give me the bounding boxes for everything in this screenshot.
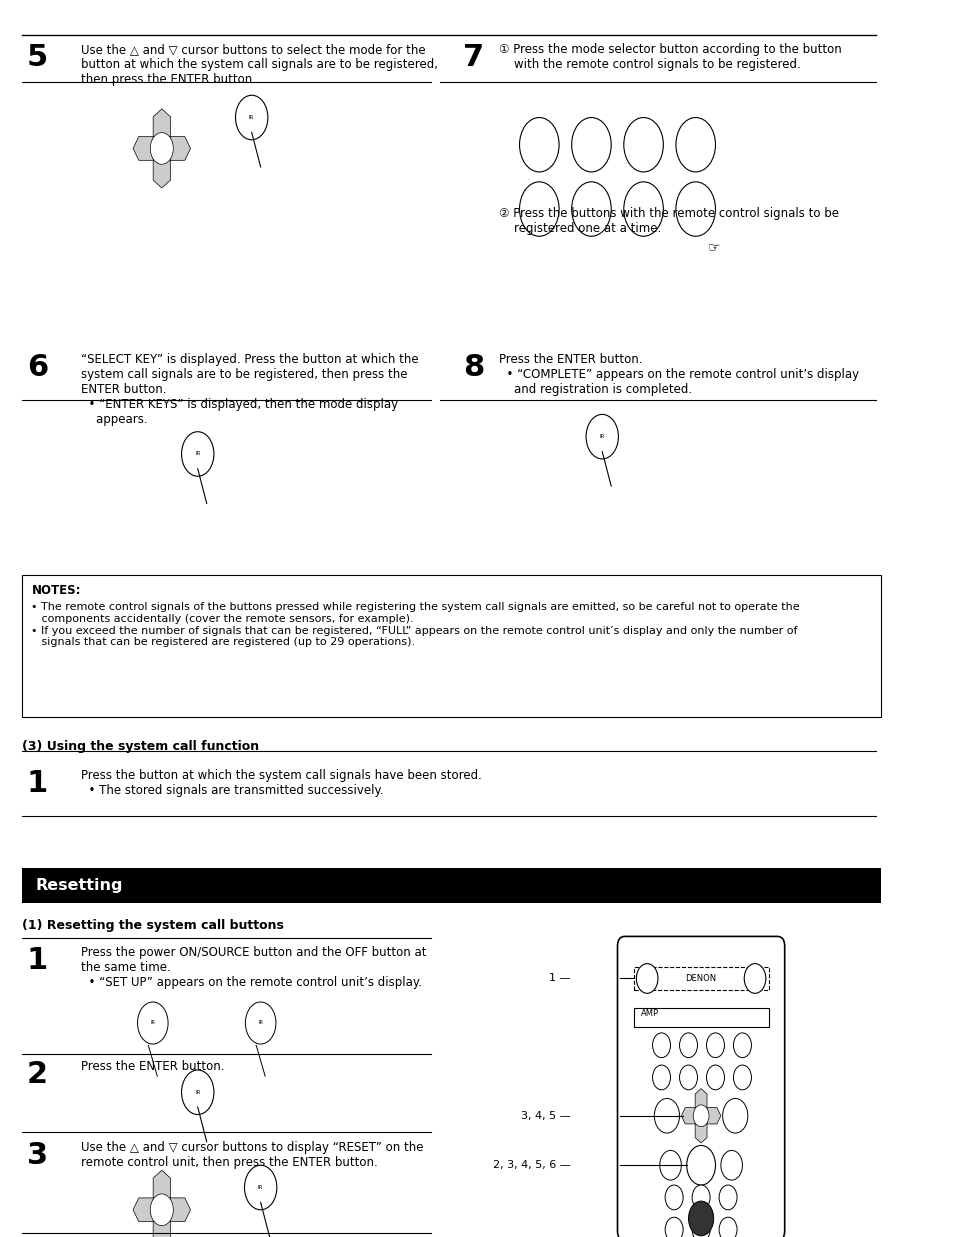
Circle shape bbox=[664, 1185, 682, 1210]
Text: (3) Using the system call function: (3) Using the system call function bbox=[23, 740, 259, 753]
Text: 1: 1 bbox=[27, 769, 49, 798]
FancyArrow shape bbox=[695, 1124, 706, 1143]
Circle shape bbox=[688, 1201, 713, 1236]
FancyArrow shape bbox=[695, 1089, 706, 1107]
Circle shape bbox=[664, 1217, 682, 1237]
Text: 8: 8 bbox=[462, 353, 484, 381]
Text: Press the button at which the system call signals have been stored.
  • The stor: Press the button at which the system cal… bbox=[81, 769, 481, 798]
Text: ② Press the buttons with the remote control signals to be
    registered one at : ② Press the buttons with the remote cont… bbox=[498, 207, 838, 235]
Text: Press the ENTER button.
  • “COMPLETE” appears on the remote control unit’s disp: Press the ENTER button. • “COMPLETE” app… bbox=[498, 353, 858, 396]
Text: NOTES:: NOTES: bbox=[31, 584, 81, 597]
Text: (1) Resetting the system call buttons: (1) Resetting the system call buttons bbox=[23, 919, 284, 933]
Circle shape bbox=[743, 964, 765, 993]
Text: Press the ENTER button.: Press the ENTER button. bbox=[81, 1060, 224, 1074]
FancyBboxPatch shape bbox=[23, 575, 880, 717]
Circle shape bbox=[733, 1065, 751, 1090]
Circle shape bbox=[706, 1033, 723, 1058]
Text: Resetting: Resetting bbox=[36, 878, 123, 893]
Text: 1 —: 1 — bbox=[549, 974, 570, 983]
Circle shape bbox=[686, 1145, 715, 1185]
Text: AMP: AMP bbox=[640, 1008, 659, 1018]
FancyArrow shape bbox=[171, 1197, 191, 1222]
Circle shape bbox=[151, 132, 173, 165]
Text: 3, 4, 5 —: 3, 4, 5 — bbox=[520, 1111, 570, 1121]
Text: IR: IR bbox=[249, 115, 254, 120]
Text: ① Press the mode selector button according to the button
    with the remote con: ① Press the mode selector button accordi… bbox=[498, 43, 841, 72]
Text: 3: 3 bbox=[27, 1141, 48, 1169]
FancyArrow shape bbox=[132, 136, 153, 161]
Circle shape bbox=[654, 1098, 679, 1133]
Text: IR: IR bbox=[598, 434, 604, 439]
Circle shape bbox=[636, 964, 658, 993]
Text: • The remote control signals of the buttons pressed while registering the system: • The remote control signals of the butt… bbox=[31, 602, 800, 647]
FancyArrow shape bbox=[153, 109, 171, 136]
Text: IR: IR bbox=[194, 1090, 200, 1095]
Text: IR: IR bbox=[258, 1021, 263, 1025]
FancyBboxPatch shape bbox=[617, 936, 784, 1237]
Text: “SELECT KEY” is displayed. Press the button at which the
system call signals are: “SELECT KEY” is displayed. Press the but… bbox=[81, 353, 418, 426]
Text: IR: IR bbox=[194, 452, 200, 456]
Circle shape bbox=[719, 1185, 737, 1210]
Text: Press the power ON/SOURCE button and the OFF button at
the same time.
  • “SET U: Press the power ON/SOURCE button and the… bbox=[81, 946, 426, 990]
FancyArrow shape bbox=[132, 1197, 153, 1222]
FancyArrow shape bbox=[153, 161, 171, 188]
Text: 2: 2 bbox=[27, 1060, 48, 1089]
Circle shape bbox=[659, 1150, 680, 1180]
Text: 1: 1 bbox=[27, 946, 49, 975]
Text: ☞: ☞ bbox=[707, 240, 720, 254]
Circle shape bbox=[722, 1098, 747, 1133]
FancyArrow shape bbox=[153, 1222, 171, 1237]
FancyBboxPatch shape bbox=[23, 868, 880, 903]
FancyArrow shape bbox=[706, 1107, 720, 1124]
Text: IR: IR bbox=[257, 1185, 263, 1190]
FancyBboxPatch shape bbox=[633, 1008, 768, 1027]
Text: IR: IR bbox=[151, 1021, 155, 1025]
FancyArrow shape bbox=[153, 1170, 171, 1197]
Text: DENON: DENON bbox=[685, 974, 716, 983]
Circle shape bbox=[151, 1194, 173, 1226]
Text: 7: 7 bbox=[462, 43, 483, 72]
Text: Use the △ and ▽ cursor buttons to select the mode for the
button at which the sy: Use the △ and ▽ cursor buttons to select… bbox=[81, 43, 437, 87]
FancyArrow shape bbox=[171, 136, 191, 161]
Circle shape bbox=[733, 1033, 751, 1058]
Circle shape bbox=[679, 1033, 697, 1058]
Circle shape bbox=[652, 1065, 670, 1090]
Text: 6: 6 bbox=[27, 353, 49, 381]
Circle shape bbox=[706, 1065, 723, 1090]
Circle shape bbox=[691, 1217, 709, 1237]
Circle shape bbox=[719, 1217, 737, 1237]
Circle shape bbox=[652, 1033, 670, 1058]
Text: 5: 5 bbox=[27, 43, 49, 72]
FancyArrow shape bbox=[680, 1107, 695, 1124]
Circle shape bbox=[693, 1105, 708, 1127]
Text: 2, 3, 4, 5, 6 —: 2, 3, 4, 5, 6 — bbox=[493, 1160, 570, 1170]
Circle shape bbox=[691, 1185, 709, 1210]
Text: Use the △ and ▽ cursor buttons to display “RESET” on the
remote control unit, th: Use the △ and ▽ cursor buttons to displa… bbox=[81, 1141, 423, 1169]
Circle shape bbox=[679, 1065, 697, 1090]
FancyBboxPatch shape bbox=[633, 967, 768, 990]
Circle shape bbox=[720, 1150, 741, 1180]
